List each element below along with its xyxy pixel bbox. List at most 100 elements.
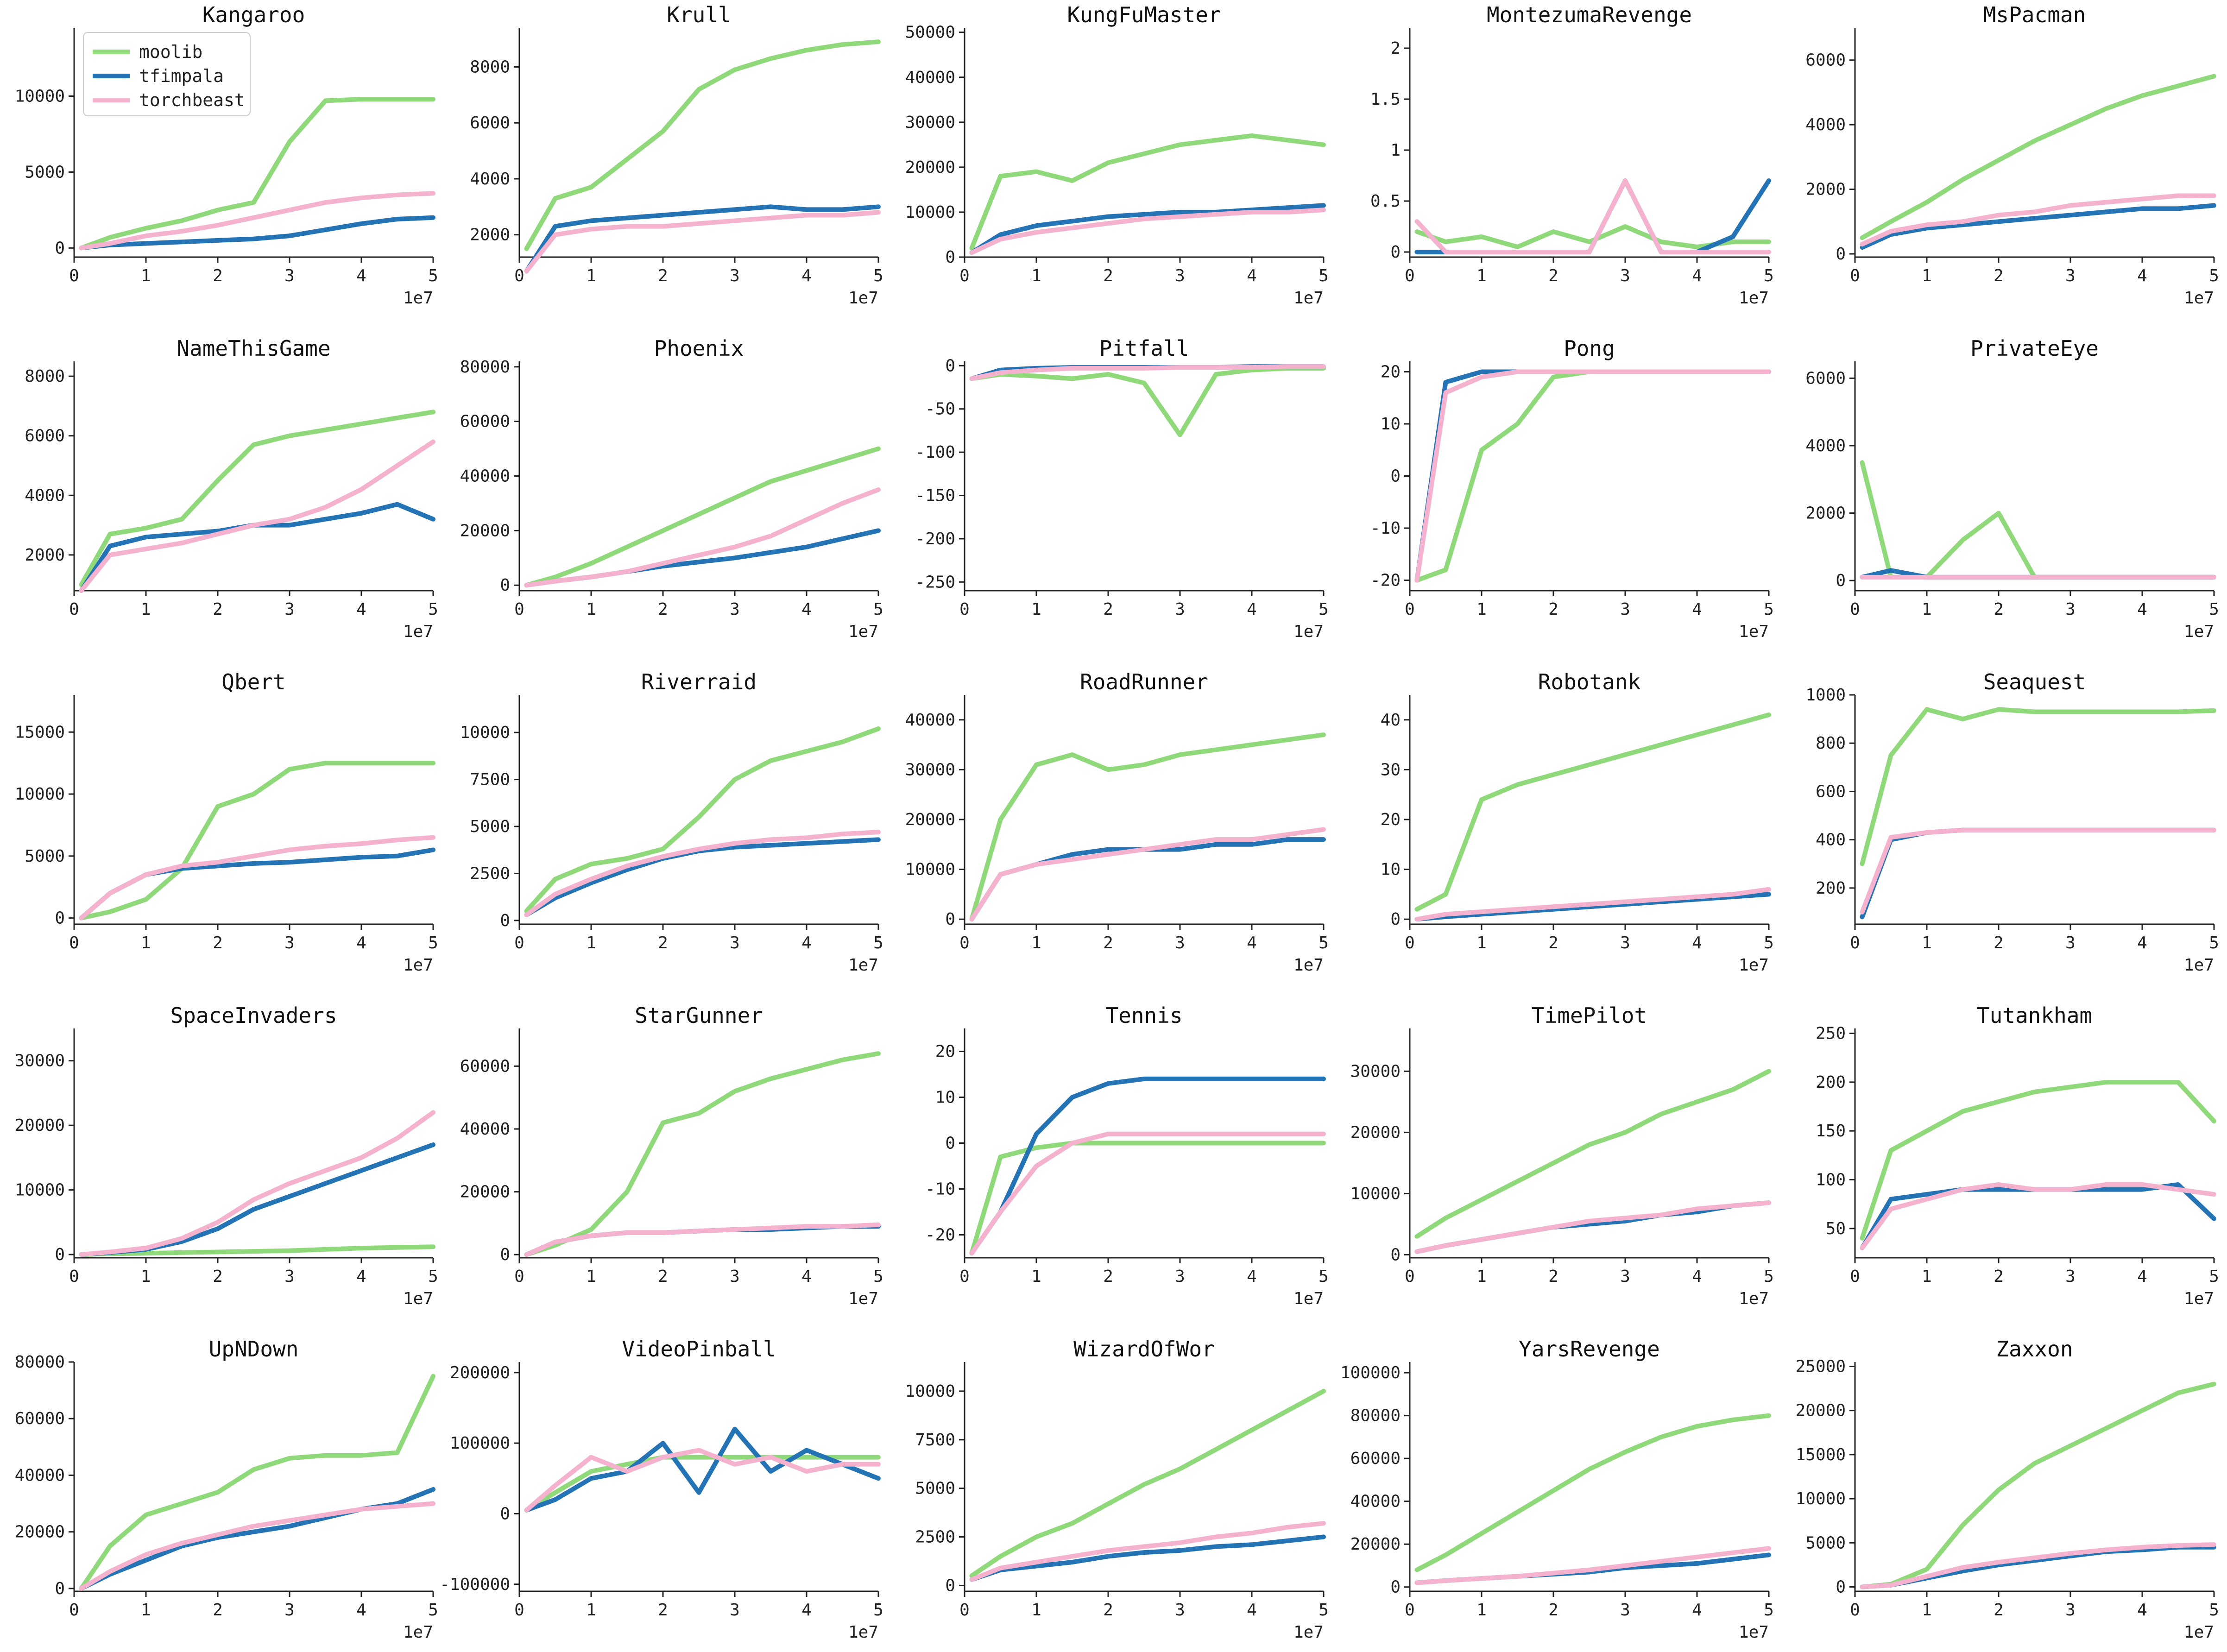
- panel-title: PrivateEye: [1970, 336, 2099, 361]
- series-line-torchbeast: [969, 827, 1326, 922]
- panel-title: UpNDown: [209, 1337, 299, 1362]
- panel-spaceinvaders: SpaceInvaders 0 10000 20000 30000 0 1 2 3 4 5 1e7: [15, 1003, 438, 1308]
- y-tick-label: -150: [915, 486, 955, 505]
- series-line-torchbeast: [969, 1521, 1326, 1582]
- series-line-moolib: [524, 726, 881, 914]
- panel-title: Zaxxon: [1996, 1337, 2073, 1362]
- y-tick-label: 2000: [1805, 180, 1846, 199]
- x-tick-label: 5: [1764, 266, 1774, 285]
- x-tick-label: 0: [1850, 600, 1860, 619]
- panel-timepilot: TimePilot 0 10000 20000 30000 0 1 2 3 4 5 1e7: [1350, 1003, 1774, 1308]
- x-tick-label: 4: [801, 600, 812, 619]
- y-tick-label: 10: [1381, 860, 1401, 879]
- y-tick-label: 20: [1381, 363, 1401, 382]
- x-multiplier-label: 1e7: [1739, 1623, 1769, 1642]
- panel-title: Pong: [1564, 336, 1615, 361]
- x-tick-label: 3: [2065, 1601, 2076, 1620]
- series-line-moolib: [79, 1374, 435, 1591]
- panel-namethisgame: NameThisGame 2000 4000 6000 8000 0 1 2 3 4 5 1e7: [25, 336, 438, 641]
- x-tick-label: 1: [1031, 266, 1041, 285]
- y-tick-label: 10000: [15, 87, 65, 106]
- x-tick-label: 5: [873, 1267, 883, 1286]
- series-line-torchbeast: [524, 1222, 881, 1257]
- legend-label-tfimpala: tfimpala: [139, 66, 224, 86]
- series-line-moolib: [1860, 74, 2216, 240]
- y-tick-label: 0: [500, 1504, 510, 1523]
- x-multiplier-label: 1e7: [2184, 622, 2214, 641]
- x-tick-label: 1: [141, 1601, 151, 1620]
- x-tick-label: 3: [730, 600, 740, 619]
- x-tick-label: 3: [1175, 266, 1185, 285]
- x-tick-label: 2: [213, 1267, 223, 1286]
- x-tick-label: 5: [873, 600, 883, 619]
- y-tick-label: 5000: [470, 817, 510, 836]
- y-tick-label: 20000: [905, 810, 955, 829]
- series-line-torchbeast: [1860, 827, 2216, 914]
- y-tick-label: 0: [500, 1245, 510, 1264]
- x-multiplier-label: 1e7: [848, 1623, 878, 1642]
- y-tick-label: 100000: [1340, 1363, 1401, 1382]
- y-tick-label: 40000: [905, 711, 955, 730]
- x-tick-label: 1: [1922, 1267, 1932, 1286]
- y-tick-label: 0: [1390, 243, 1401, 262]
- y-tick-label: -250: [915, 573, 955, 592]
- series-line-tfimpala: [1414, 1200, 1771, 1254]
- x-tick-label: 4: [1692, 1267, 1702, 1286]
- series-line-torchbeast: [1414, 178, 1771, 254]
- x-tick-label: 0: [959, 933, 970, 952]
- series-line-torchbeast: [524, 830, 881, 917]
- x-tick-label: 4: [2137, 1601, 2147, 1620]
- series-line-tfimpala: [524, 204, 881, 274]
- x-tick-label: 2: [658, 933, 668, 952]
- x-tick-label: 5: [1319, 600, 1329, 619]
- y-tick-label: 20000: [1350, 1123, 1401, 1142]
- series-line-torchbeast: [969, 1131, 1326, 1256]
- x-tick-label: 5: [2209, 1267, 2219, 1286]
- y-tick-label: 5000: [25, 163, 65, 182]
- y-tick-label: 50000: [905, 23, 955, 42]
- x-tick-label: 4: [356, 600, 366, 619]
- x-tick-label: 4: [356, 1267, 366, 1286]
- x-tick-label: 4: [1692, 600, 1702, 619]
- x-tick-label: 5: [873, 933, 883, 952]
- series-line-moolib: [79, 410, 435, 587]
- y-tick-label: 1000: [1805, 686, 1846, 705]
- x-tick-label: 0: [1850, 266, 1860, 285]
- legend-label-moolib: moolib: [139, 42, 202, 62]
- y-tick-label: 0: [945, 356, 955, 375]
- panel-title: Pitfall: [1099, 336, 1189, 361]
- x-tick-label: 5: [428, 933, 438, 952]
- y-tick-label: 20000: [905, 158, 955, 177]
- y-tick-label: 30000: [1350, 1062, 1401, 1081]
- series-line-torchbeast: [969, 364, 1326, 381]
- x-tick-label: 4: [2137, 600, 2147, 619]
- x-tick-label: 0: [69, 600, 79, 619]
- x-tick-label: 2: [213, 1601, 223, 1620]
- y-tick-label: -10: [925, 1180, 955, 1199]
- x-tick-label: 3: [284, 1601, 295, 1620]
- series-line-moolib: [1860, 1381, 2216, 1589]
- x-tick-label: 4: [356, 1601, 366, 1620]
- x-tick-label: 4: [2137, 266, 2147, 285]
- series-line-moolib: [969, 1388, 1326, 1578]
- y-tick-label: 5000: [25, 847, 65, 866]
- series-line-torchbeast: [1860, 1182, 2216, 1250]
- x-tick-label: 0: [1405, 266, 1415, 285]
- x-tick-label: 5: [1319, 266, 1329, 285]
- panel-title: RoadRunner: [1080, 669, 1208, 694]
- x-tick-label: 4: [1247, 266, 1257, 285]
- x-tick-label: 3: [2065, 933, 2076, 952]
- series-line-torchbeast: [1414, 887, 1771, 922]
- legend: moolib tfimpala torchbeast: [83, 32, 251, 116]
- series-line-tfimpala: [1414, 369, 1771, 583]
- panel-title: SpaceInvaders: [170, 1003, 337, 1028]
- y-tick-label: 20000: [15, 1116, 65, 1135]
- series-line-moolib: [1414, 369, 1771, 583]
- y-tick-label: 40: [1381, 711, 1401, 730]
- y-tick-label: 0: [1390, 910, 1401, 929]
- x-tick-label: 2: [1994, 1601, 2004, 1620]
- y-tick-label: 0: [1836, 1577, 1846, 1596]
- x-tick-label: 3: [284, 600, 295, 619]
- y-tick-label: 10000: [1350, 1184, 1401, 1203]
